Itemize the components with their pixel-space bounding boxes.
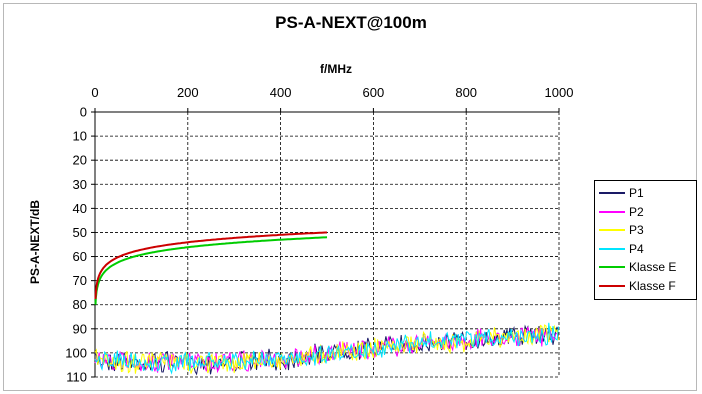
y-tick-label: 40 <box>73 201 87 216</box>
legend-swatch <box>599 247 625 250</box>
legend-label: Klasse E <box>629 260 677 275</box>
legend-label: P3 <box>629 223 644 238</box>
legend-entry: P1 <box>599 184 692 203</box>
legend-swatch <box>599 210 625 213</box>
legend-swatch <box>599 192 625 195</box>
y-tick-label: 60 <box>73 249 87 264</box>
series-line-klasse-e <box>94 236 328 305</box>
x-tick-label: 400 <box>270 85 292 100</box>
legend-swatch <box>599 266 625 269</box>
chart-title: PS-A-NEXT@100m <box>275 13 427 32</box>
x-axis-label: f/MHz <box>320 62 352 76</box>
series-line-p4 <box>94 322 559 375</box>
legend-label: P1 <box>629 186 644 201</box>
y-tick-label: 50 <box>73 225 87 240</box>
x-tick-label: 0 <box>91 85 98 100</box>
legend-swatch <box>599 229 625 232</box>
legend-label: P4 <box>629 241 644 256</box>
x-tick-label: 600 <box>363 85 385 100</box>
x-tick-label: 800 <box>455 85 477 100</box>
x-tick-label: 200 <box>177 85 199 100</box>
y-tick-label: 30 <box>73 177 87 192</box>
y-tick-label: 80 <box>73 297 87 312</box>
legend-label: P2 <box>629 204 644 219</box>
y-tick-label: 100 <box>65 345 87 360</box>
y-tick-label: 70 <box>73 273 87 288</box>
y-tick-label: 90 <box>73 321 87 336</box>
legend-entry: P2 <box>599 203 692 222</box>
x-tick-label: 1000 <box>545 85 574 100</box>
y-tick-label: 110 <box>66 370 87 385</box>
legend-entry: P4 <box>599 240 692 259</box>
series-line-klasse-f <box>94 231 327 299</box>
y-tick-label: 20 <box>73 153 87 168</box>
legend-swatch <box>599 284 625 287</box>
y-tick-label: 10 <box>73 129 87 144</box>
y-tick-label: 0 <box>80 105 87 120</box>
legend-entry: Klasse F <box>599 277 692 296</box>
legend-entry: Klasse E <box>599 258 692 277</box>
legend: P1 P2 P3 P4 Klasse E Klasse F <box>594 180 697 300</box>
legend-label: Klasse F <box>629 278 676 293</box>
legend-entry: P3 <box>599 221 692 240</box>
